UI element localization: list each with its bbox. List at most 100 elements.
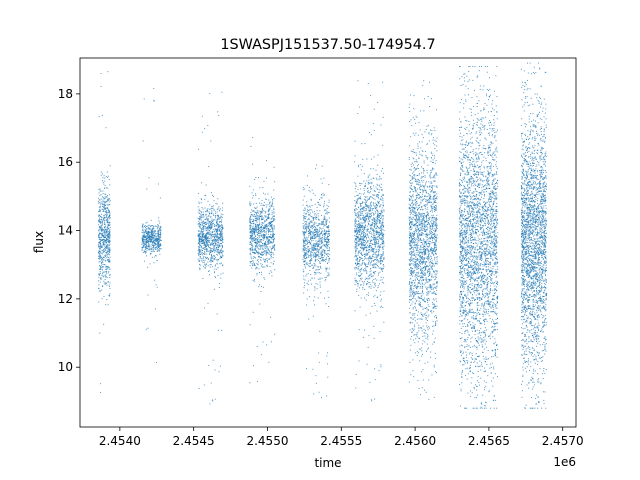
data-point: [358, 360, 360, 362]
data-point: [214, 398, 216, 400]
data-point: [366, 205, 368, 207]
data-point: [325, 276, 327, 278]
data-point: [148, 224, 150, 226]
data-point: [103, 208, 105, 210]
data-point: [304, 261, 306, 263]
data-point: [324, 224, 326, 226]
data-point: [146, 228, 148, 230]
data-point: [150, 250, 152, 252]
data-point: [365, 284, 367, 286]
data-point: [103, 211, 105, 213]
data-point: [103, 257, 105, 259]
data-point: [142, 251, 144, 253]
data-point: [220, 234, 222, 236]
data-point: [375, 271, 377, 272]
data-point: [154, 245, 156, 247]
data-point: [373, 208, 375, 210]
data-point: [199, 210, 201, 212]
data-point: [370, 203, 372, 205]
data-point: [373, 237, 375, 239]
data-point: [305, 255, 307, 257]
data-point: [215, 212, 217, 214]
data-point: [321, 249, 323, 251]
data-point: [316, 248, 318, 250]
data-point: [156, 239, 158, 241]
data-point: [381, 281, 383, 283]
data-point: [319, 235, 321, 237]
data-point: [263, 221, 265, 223]
data-point: [202, 261, 204, 263]
data-point: [271, 271, 273, 273]
data-point: [304, 188, 306, 190]
data-point: [303, 260, 305, 262]
data-point: [368, 224, 370, 226]
data-point: [201, 252, 203, 254]
data-point: [101, 261, 103, 263]
data-point: [378, 216, 380, 218]
data-point: [105, 202, 107, 204]
data-point: [365, 212, 367, 214]
data-point: [252, 246, 254, 248]
data-point: [271, 204, 273, 206]
data-point: [307, 246, 309, 248]
data-point: [359, 182, 361, 184]
data-point: [356, 228, 358, 230]
data-point: [377, 274, 379, 276]
data-point: [153, 100, 155, 102]
data-point: [363, 217, 365, 219]
data-point: [213, 242, 215, 244]
data-point: [151, 227, 153, 229]
data-point: [211, 233, 213, 235]
data-point: [366, 271, 368, 273]
data-point: [105, 241, 107, 243]
data-point: [309, 270, 311, 272]
data-point: [370, 186, 372, 188]
data-point: [255, 217, 257, 219]
data-point: [103, 183, 105, 185]
data-point: [272, 257, 274, 259]
data-point: [304, 221, 306, 223]
data-point: [146, 328, 148, 330]
data-point: [361, 238, 363, 240]
data-point: [302, 215, 304, 217]
data-point: [304, 242, 306, 244]
data-point: [217, 274, 219, 276]
data-point: [211, 206, 213, 208]
data-point: [272, 233, 274, 235]
data-point: [200, 199, 202, 201]
data-point: [374, 234, 376, 236]
data-point: [304, 267, 306, 269]
data-point: [108, 225, 110, 227]
data-point: [99, 233, 101, 235]
data-point: [308, 228, 310, 230]
data-point: [212, 266, 214, 268]
data-point: [315, 218, 317, 220]
data-point: [211, 260, 213, 262]
data-point: [318, 249, 320, 251]
data-point: [378, 240, 380, 242]
data-point: [259, 235, 261, 237]
data-point: [328, 225, 330, 227]
data-point: [355, 222, 357, 224]
data-point: [106, 212, 108, 214]
data-point: [98, 200, 99, 202]
data-point: [271, 231, 273, 233]
data-point: [201, 231, 203, 233]
data-point: [198, 235, 200, 237]
data-point: [368, 207, 370, 209]
data-point: [322, 221, 324, 223]
data-point: [107, 250, 109, 252]
data-point: [367, 263, 369, 265]
data-point: [103, 237, 105, 239]
data-point: [309, 255, 311, 257]
data-point: [364, 239, 366, 241]
data-point: [256, 206, 258, 208]
data-point: [211, 242, 213, 244]
data-point: [318, 268, 320, 270]
data-point: [375, 223, 377, 225]
data-point: [219, 235, 221, 237]
data-point: [208, 241, 210, 243]
data-point: [273, 254, 275, 256]
data-point: [373, 214, 375, 216]
data-point: [368, 247, 370, 249]
